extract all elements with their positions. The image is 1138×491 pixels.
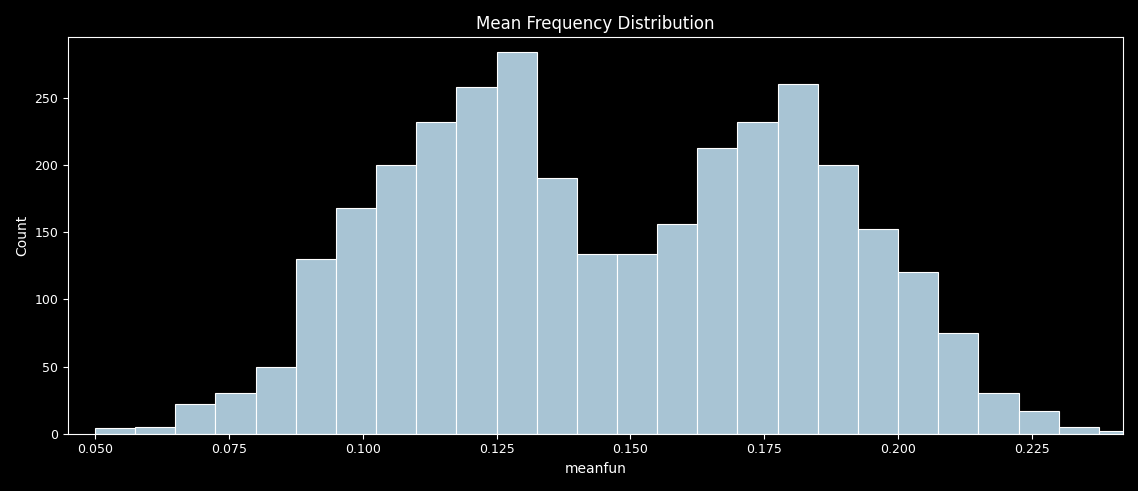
Bar (256, 367, 296, 434)
Bar (617, 254, 657, 434)
Bar (1058, 427, 1099, 434)
Bar (456, 87, 496, 434)
Bar (577, 254, 617, 434)
Bar (336, 208, 376, 434)
Bar (698, 147, 737, 434)
Bar (898, 273, 938, 434)
Bar (135, 427, 175, 434)
Bar (979, 393, 1019, 434)
Bar (215, 393, 256, 434)
Bar (858, 229, 898, 434)
Bar (737, 122, 777, 434)
Bar (175, 404, 215, 434)
X-axis label: meanfun: meanfun (564, 462, 627, 476)
Y-axis label: Count: Count (15, 215, 28, 256)
Bar (938, 333, 979, 434)
Bar (1019, 411, 1058, 434)
Bar (94, 428, 135, 434)
Bar (777, 84, 818, 434)
Bar (296, 259, 336, 434)
Bar (1099, 431, 1138, 434)
Title: Mean Frequency Distribution: Mean Frequency Distribution (477, 15, 715, 33)
Bar (417, 122, 456, 434)
Bar (818, 165, 858, 434)
Bar (496, 52, 537, 434)
Bar (657, 224, 698, 434)
Bar (376, 165, 417, 434)
Bar (537, 178, 577, 434)
